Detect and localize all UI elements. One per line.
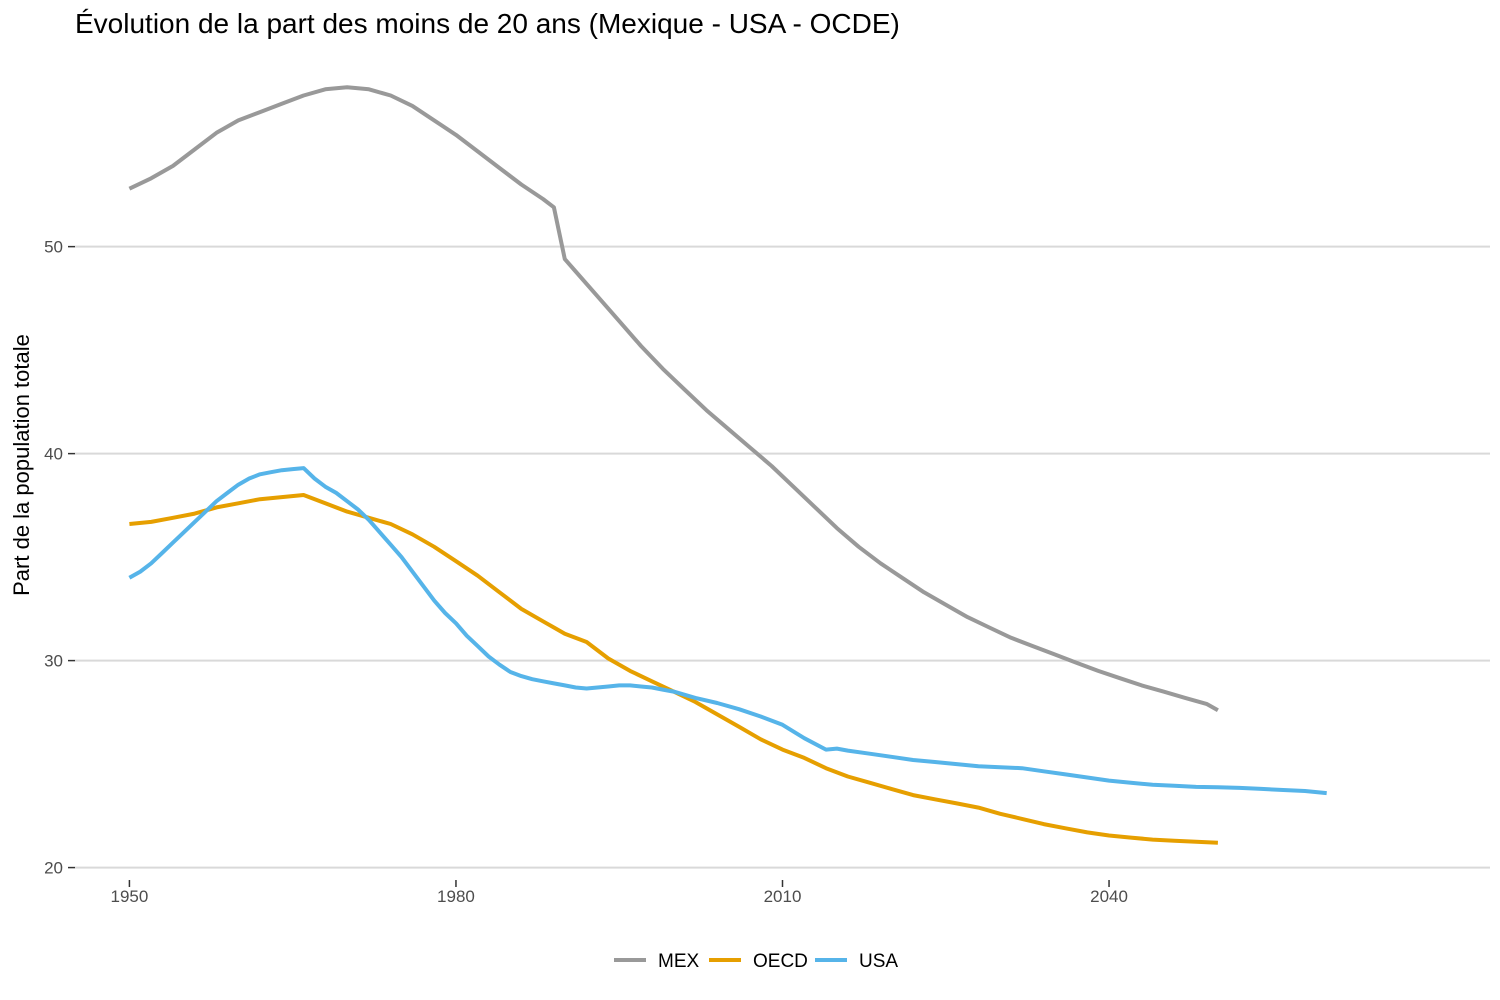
y-axis: 20 30 40 50 [44,238,75,878]
y-tick-label-30: 30 [44,652,63,671]
series-line-oecd [129,493,1218,845]
legend-label-oecd: OECD [753,951,808,972]
y-tick-label-20: 20 [44,859,63,878]
series-line-usa [128,466,1327,796]
x-tick-label-1950: 1950 [111,887,149,906]
chart-title: Évolution de la part des moins de 20 ans… [75,8,900,39]
x-tick-label-1980: 1980 [437,887,475,906]
y-tick-label-40: 40 [44,445,63,464]
x-tick-label-2040: 2040 [1090,887,1128,906]
y-tick-label-50: 50 [44,238,63,257]
y-axis-label: Part de la population totale [9,334,34,596]
legend: MEX OECD USA [614,951,898,972]
legend-label-mex: MEX [658,951,700,972]
legend-label-usa: USA [859,951,898,972]
plot-area [128,85,1327,845]
gridlines [75,245,1490,869]
series-line-mex [128,85,1219,713]
x-axis: 1950 1980 2010 2040 [111,880,1128,906]
x-tick-label-2010: 2010 [764,887,802,906]
